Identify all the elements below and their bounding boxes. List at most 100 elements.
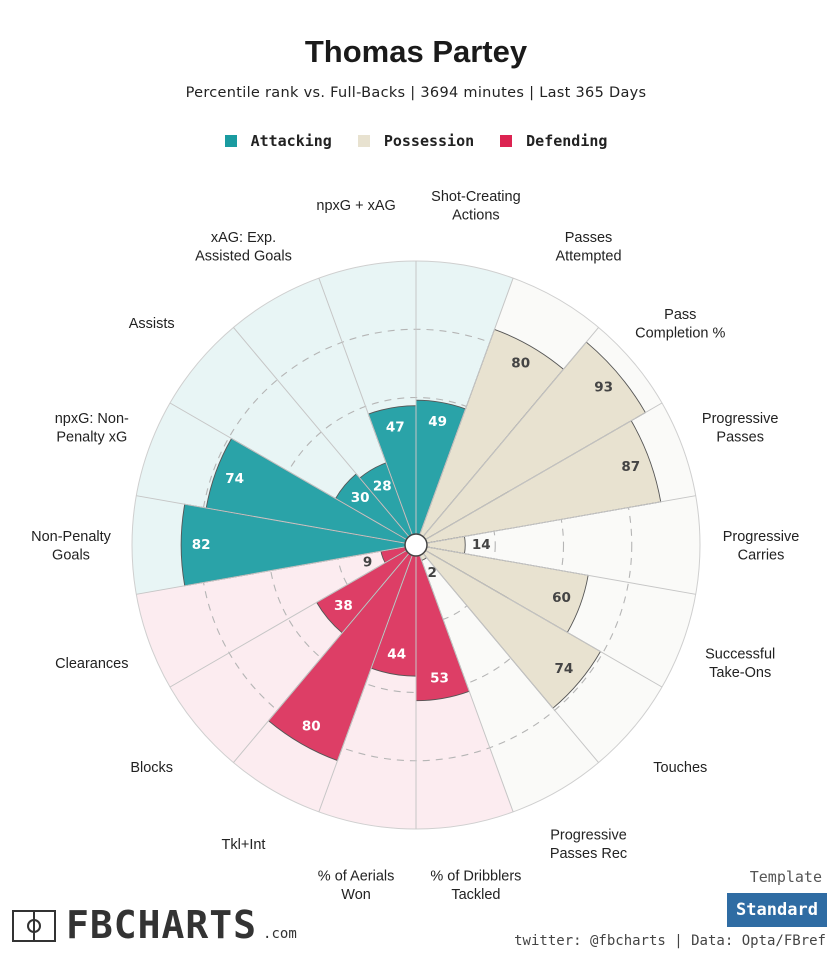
category-label: npxG + xAG (316, 198, 395, 214)
category-label: npxG: Non- Penalty xG (55, 411, 129, 446)
value-label: 2 (428, 565, 437, 581)
category-label: Progressive Passes (702, 411, 779, 446)
category-label-line: % of Aerials (318, 869, 395, 885)
category-label: Successful Take-Ons (705, 647, 775, 682)
value-label: 87 (621, 459, 640, 475)
category-label-line: Assisted Goals (195, 248, 292, 264)
category-label-line: % of Dribblers (430, 869, 521, 885)
value-label: 30 (351, 490, 370, 506)
legend-item-defending: Defending (500, 132, 607, 150)
category-label-line: npxG + xAG (316, 198, 395, 214)
category-label-line: xAG: Exp. (211, 230, 276, 246)
value-label: 82 (192, 537, 211, 553)
value-label: 80 (511, 356, 530, 372)
category-label: Touches (653, 760, 707, 776)
value-label: 49 (428, 414, 447, 430)
category-label: Non-Penalty Goals (31, 529, 112, 564)
spoke (136, 546, 406, 595)
category-label: Progressive Passes Rec (550, 828, 627, 863)
category-label-line: Assists (129, 316, 175, 332)
spoke (233, 327, 410, 537)
value-label: 74 (225, 471, 244, 487)
category-label: % of Dribblers Tackled (430, 869, 521, 904)
spoke (422, 327, 599, 537)
legend: Attacking Possession Defending (0, 132, 832, 150)
category-label-line: Attempted (555, 248, 621, 264)
background-wedge (416, 545, 599, 812)
category-label-line: Touches (653, 760, 707, 776)
value-label: 38 (334, 598, 353, 614)
legend-item-attacking: Attacking (224, 132, 332, 150)
template-label: Template (749, 868, 822, 886)
category-label-line: Progressive (550, 828, 627, 844)
chart-subtitle: Percentile rank vs. Full-Backs | 3694 mi… (185, 85, 647, 101)
spokes (136, 261, 696, 829)
spoke (419, 555, 514, 813)
category-label-line: Pass (664, 307, 696, 323)
category-label-line: Passes Rec (550, 846, 627, 862)
value-label: 44 (387, 646, 406, 662)
legend-label-defending: Defending (526, 132, 608, 150)
category-label-line: Take-Ons (709, 665, 771, 681)
category-label: xAG: Exp. Assisted Goals (195, 230, 292, 265)
category-label: Pass Completion % (635, 307, 725, 342)
value-label: 53 (430, 671, 449, 687)
spoke (425, 402, 663, 540)
spoke (426, 495, 696, 544)
legend-swatch-attacking (224, 135, 237, 147)
category-label-line: Penalty xG (56, 429, 127, 445)
bars (180, 328, 662, 762)
fbcharts-logo: FBCHARTS .com (12, 903, 297, 947)
value-label: 80 (302, 718, 321, 734)
legend-swatch-possession (357, 135, 370, 147)
value-label: 28 (373, 479, 392, 495)
category-label-line: Shot-Creating (431, 189, 520, 205)
legend-label-possession: Possession (383, 132, 475, 150)
category-label: Tkl+Int (222, 837, 266, 853)
category-label-line: Carries (738, 547, 785, 563)
template-standard-button[interactable]: Standard (727, 893, 827, 927)
spoke (136, 495, 406, 544)
category-label: Shot-Creating Actions (431, 189, 520, 224)
value-label: 14 (472, 537, 491, 553)
chart-title: Thomas Partey (304, 34, 528, 69)
value-label: 47 (386, 420, 405, 436)
value-label: 74 (554, 661, 573, 677)
category-label: Progressive Carries (723, 529, 800, 564)
category-label-line: Progressive (702, 411, 779, 427)
category-label-line: Clearances (55, 656, 128, 672)
legend-swatch-defending (500, 135, 513, 147)
footer-credit: twitter: @fbcharts | Data: Opta/FBref (514, 933, 826, 949)
category-label-line: Passes (565, 230, 613, 246)
background-wedge (416, 495, 701, 595)
category-label-line: Successful (705, 647, 775, 663)
spoke (318, 555, 413, 813)
background-wedge (136, 545, 416, 687)
category-label-line: npxG: Non- (55, 411, 129, 427)
category-labels: Shot-Creating Actions Passes Attempted Pass C… (31, 189, 799, 903)
spoke (169, 402, 407, 540)
category-label-line: Actions (452, 207, 500, 223)
category-label-line: Goals (52, 547, 90, 563)
category-label-line: Tkl+Int (222, 837, 266, 853)
value-label: 93 (594, 380, 613, 396)
center-hole (404, 533, 428, 557)
logo-text: FBCHARTS (66, 903, 258, 947)
legend-label-attacking: Attacking (250, 132, 332, 150)
value-label: 60 (552, 590, 571, 606)
category-label-line: Blocks (130, 760, 173, 776)
legend-item-possession: Possession (357, 132, 475, 150)
spoke (425, 550, 663, 688)
category-label-line: Won (341, 887, 371, 903)
spoke (422, 553, 599, 763)
category-label-line: Completion % (635, 325, 725, 341)
logo-suffix: .com (263, 926, 297, 942)
category-label: Passes Attempted (555, 230, 621, 265)
spoke (233, 553, 410, 763)
spoke (419, 277, 514, 535)
spoke (318, 277, 413, 535)
category-label: Assists (129, 316, 175, 332)
category-label: Blocks (130, 760, 173, 776)
